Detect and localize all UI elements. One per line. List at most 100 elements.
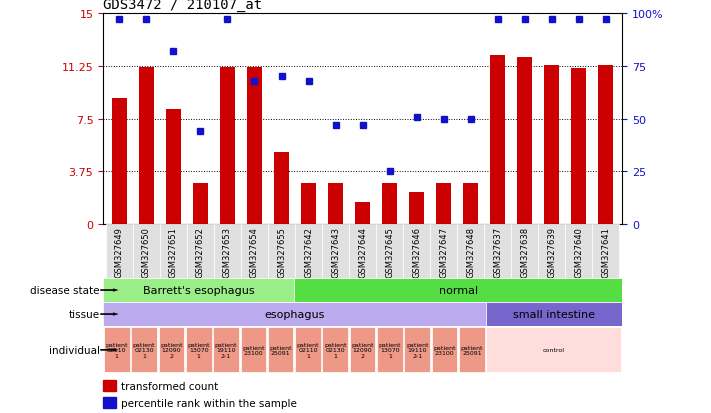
Bar: [112, 98, 127, 225]
Bar: [268, 328, 294, 373]
Bar: [240, 328, 266, 373]
Bar: [486, 302, 622, 326]
Bar: [328, 184, 343, 225]
Bar: [405, 328, 430, 373]
Bar: [592, 225, 619, 278]
Bar: [139, 67, 154, 225]
Text: patient
12090
2: patient 12090 2: [160, 342, 183, 358]
Bar: [241, 225, 268, 278]
Bar: [132, 328, 157, 373]
Bar: [103, 302, 486, 326]
Bar: [323, 328, 348, 373]
Bar: [572, 69, 587, 225]
Text: GSM327643: GSM327643: [331, 226, 340, 277]
Text: patient
02110
1: patient 02110 1: [105, 342, 128, 358]
Bar: [383, 184, 397, 225]
Bar: [186, 328, 212, 373]
Bar: [538, 225, 565, 278]
Bar: [166, 109, 181, 225]
Text: patient
12090
2: patient 12090 2: [351, 342, 374, 358]
Bar: [437, 184, 451, 225]
Text: small intestine: small intestine: [513, 309, 595, 319]
Bar: [376, 225, 403, 278]
Bar: [432, 328, 457, 373]
Bar: [220, 68, 235, 225]
Bar: [247, 67, 262, 225]
Text: patient
19110
2-1: patient 19110 2-1: [406, 342, 429, 358]
Text: patient
25091: patient 25091: [269, 345, 292, 355]
Bar: [459, 328, 485, 373]
Bar: [599, 66, 614, 225]
Text: GSM327637: GSM327637: [493, 226, 502, 277]
Text: Barrett's esophagus: Barrett's esophagus: [143, 285, 255, 295]
Bar: [511, 225, 538, 278]
Bar: [518, 57, 533, 225]
Text: GSM327644: GSM327644: [358, 226, 367, 277]
Text: GSM327648: GSM327648: [466, 226, 475, 277]
Text: GSM327639: GSM327639: [547, 226, 556, 277]
Text: patient
13070
1: patient 13070 1: [188, 342, 210, 358]
Text: GSM327654: GSM327654: [250, 226, 259, 277]
Bar: [457, 225, 484, 278]
Text: GSM327655: GSM327655: [277, 226, 286, 277]
Text: transformed count: transformed count: [121, 381, 218, 391]
Text: patient
02110
1: patient 02110 1: [296, 342, 319, 358]
Text: patient
02130
1: patient 02130 1: [133, 342, 155, 358]
Text: control: control: [542, 347, 565, 353]
Text: GSM327646: GSM327646: [412, 226, 421, 277]
Text: GSM327638: GSM327638: [520, 226, 529, 277]
Bar: [160, 225, 187, 278]
Text: disease state: disease state: [30, 285, 100, 295]
Bar: [377, 328, 402, 373]
Bar: [294, 278, 622, 302]
Text: GSM327650: GSM327650: [142, 226, 151, 277]
Text: patient
23100: patient 23100: [242, 345, 264, 355]
Bar: [430, 225, 457, 278]
Bar: [349, 225, 376, 278]
Bar: [322, 225, 349, 278]
Bar: [274, 153, 289, 225]
Bar: [187, 225, 214, 278]
Text: patient
19110
2-1: patient 19110 2-1: [215, 342, 237, 358]
Bar: [268, 225, 295, 278]
Text: GSM327641: GSM327641: [602, 226, 611, 277]
Bar: [464, 184, 479, 225]
Bar: [103, 397, 116, 408]
Bar: [159, 328, 184, 373]
Text: tissue: tissue: [68, 309, 100, 319]
Bar: [545, 66, 560, 225]
Bar: [295, 328, 321, 373]
Bar: [410, 192, 424, 225]
Bar: [104, 328, 129, 373]
Bar: [491, 56, 506, 225]
Bar: [301, 184, 316, 225]
Text: patient
02130
1: patient 02130 1: [324, 342, 346, 358]
Bar: [103, 380, 116, 392]
Bar: [403, 225, 430, 278]
Text: GSM327642: GSM327642: [304, 226, 313, 277]
Text: GDS3472 / 210107_at: GDS3472 / 210107_at: [103, 0, 262, 12]
Bar: [213, 328, 239, 373]
Bar: [214, 225, 241, 278]
Bar: [193, 184, 208, 225]
Bar: [106, 225, 133, 278]
Text: GSM327649: GSM327649: [114, 226, 124, 277]
Text: GSM327652: GSM327652: [196, 226, 205, 277]
Text: individual: individual: [48, 345, 100, 355]
Bar: [350, 328, 375, 373]
Text: normal: normal: [439, 285, 478, 295]
Text: percentile rank within the sample: percentile rank within the sample: [121, 398, 296, 408]
Text: esophagus: esophagus: [264, 309, 324, 319]
Bar: [486, 328, 621, 373]
Text: GSM327647: GSM327647: [439, 226, 448, 277]
Text: GSM327640: GSM327640: [574, 226, 583, 277]
Text: patient
25091: patient 25091: [461, 345, 483, 355]
Text: GSM327653: GSM327653: [223, 226, 232, 277]
Text: patient
13070
1: patient 13070 1: [379, 342, 401, 358]
Bar: [133, 225, 160, 278]
Bar: [103, 278, 294, 302]
Bar: [484, 225, 511, 278]
Bar: [356, 202, 370, 225]
Text: GSM327651: GSM327651: [169, 226, 178, 277]
Bar: [565, 225, 592, 278]
